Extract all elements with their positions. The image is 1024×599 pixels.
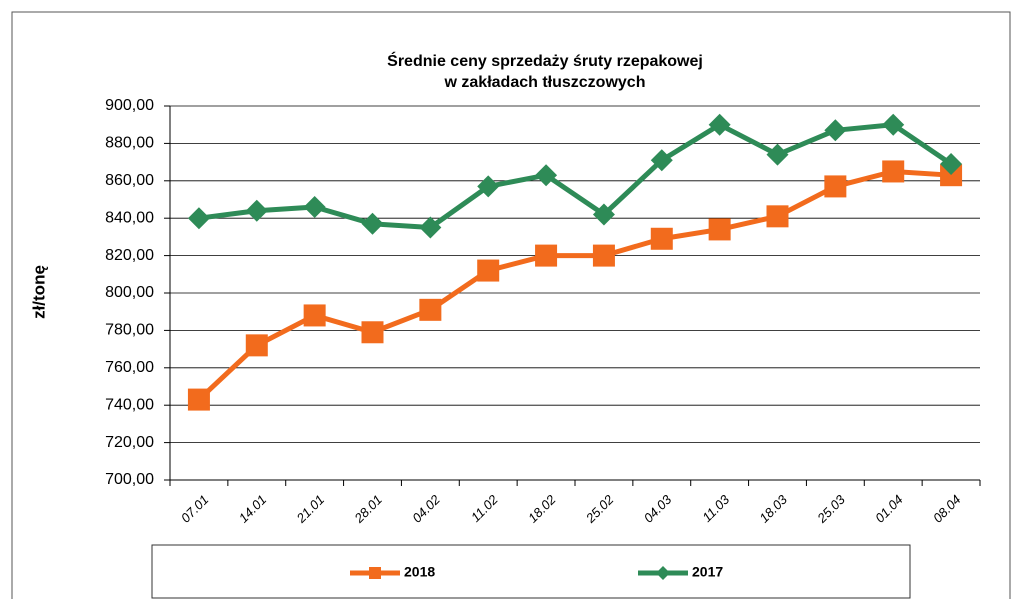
marker xyxy=(361,212,384,235)
chart-title: w zakładach tłuszczowych xyxy=(444,74,646,91)
marker xyxy=(303,304,326,327)
marker xyxy=(824,175,847,198)
legend-label: 2018 xyxy=(404,564,435,580)
y-tick-label: 820,00 xyxy=(105,247,154,264)
marker xyxy=(650,227,673,250)
y-tick-label: 880,00 xyxy=(105,135,154,152)
y-tick-label: 780,00 xyxy=(105,322,154,339)
y-tick-label: 720,00 xyxy=(105,434,154,451)
chart-title: Średnie ceny sprzedaży śruty rzepakowej xyxy=(387,51,703,70)
marker xyxy=(708,218,731,241)
marker xyxy=(187,207,210,230)
marker xyxy=(882,160,905,183)
y-tick-label: 760,00 xyxy=(105,359,154,376)
marker xyxy=(361,321,384,344)
marker xyxy=(477,259,500,282)
y-tick-label: 740,00 xyxy=(105,396,154,413)
marker xyxy=(303,195,326,218)
legend-box xyxy=(151,544,911,599)
legend-marker xyxy=(656,566,670,580)
marker xyxy=(592,244,615,267)
y-tick-label: 800,00 xyxy=(105,284,154,301)
y-tick-label: 900,00 xyxy=(105,97,154,114)
marker xyxy=(477,175,500,198)
legend-marker xyxy=(369,567,381,579)
marker xyxy=(940,164,963,187)
marker xyxy=(882,113,905,136)
marker xyxy=(535,164,558,187)
y-axis-label: zł/tonę xyxy=(29,265,48,319)
series-line xyxy=(198,122,953,231)
marker xyxy=(245,199,268,222)
marker xyxy=(187,388,210,411)
marker xyxy=(940,152,963,175)
marker xyxy=(419,298,442,321)
marker xyxy=(419,216,442,239)
marker xyxy=(245,334,268,357)
chart-border xyxy=(11,11,1011,599)
marker xyxy=(824,119,847,142)
marker xyxy=(708,113,731,136)
marker xyxy=(535,244,558,267)
legend-label: 2017 xyxy=(692,564,723,580)
y-tick-label: 840,00 xyxy=(105,209,154,226)
y-tick-label: 860,00 xyxy=(105,172,154,189)
marker xyxy=(766,205,789,228)
y-tick-label: 700,00 xyxy=(105,471,154,488)
marker xyxy=(650,149,673,172)
marker xyxy=(592,203,615,226)
marker xyxy=(766,143,789,166)
